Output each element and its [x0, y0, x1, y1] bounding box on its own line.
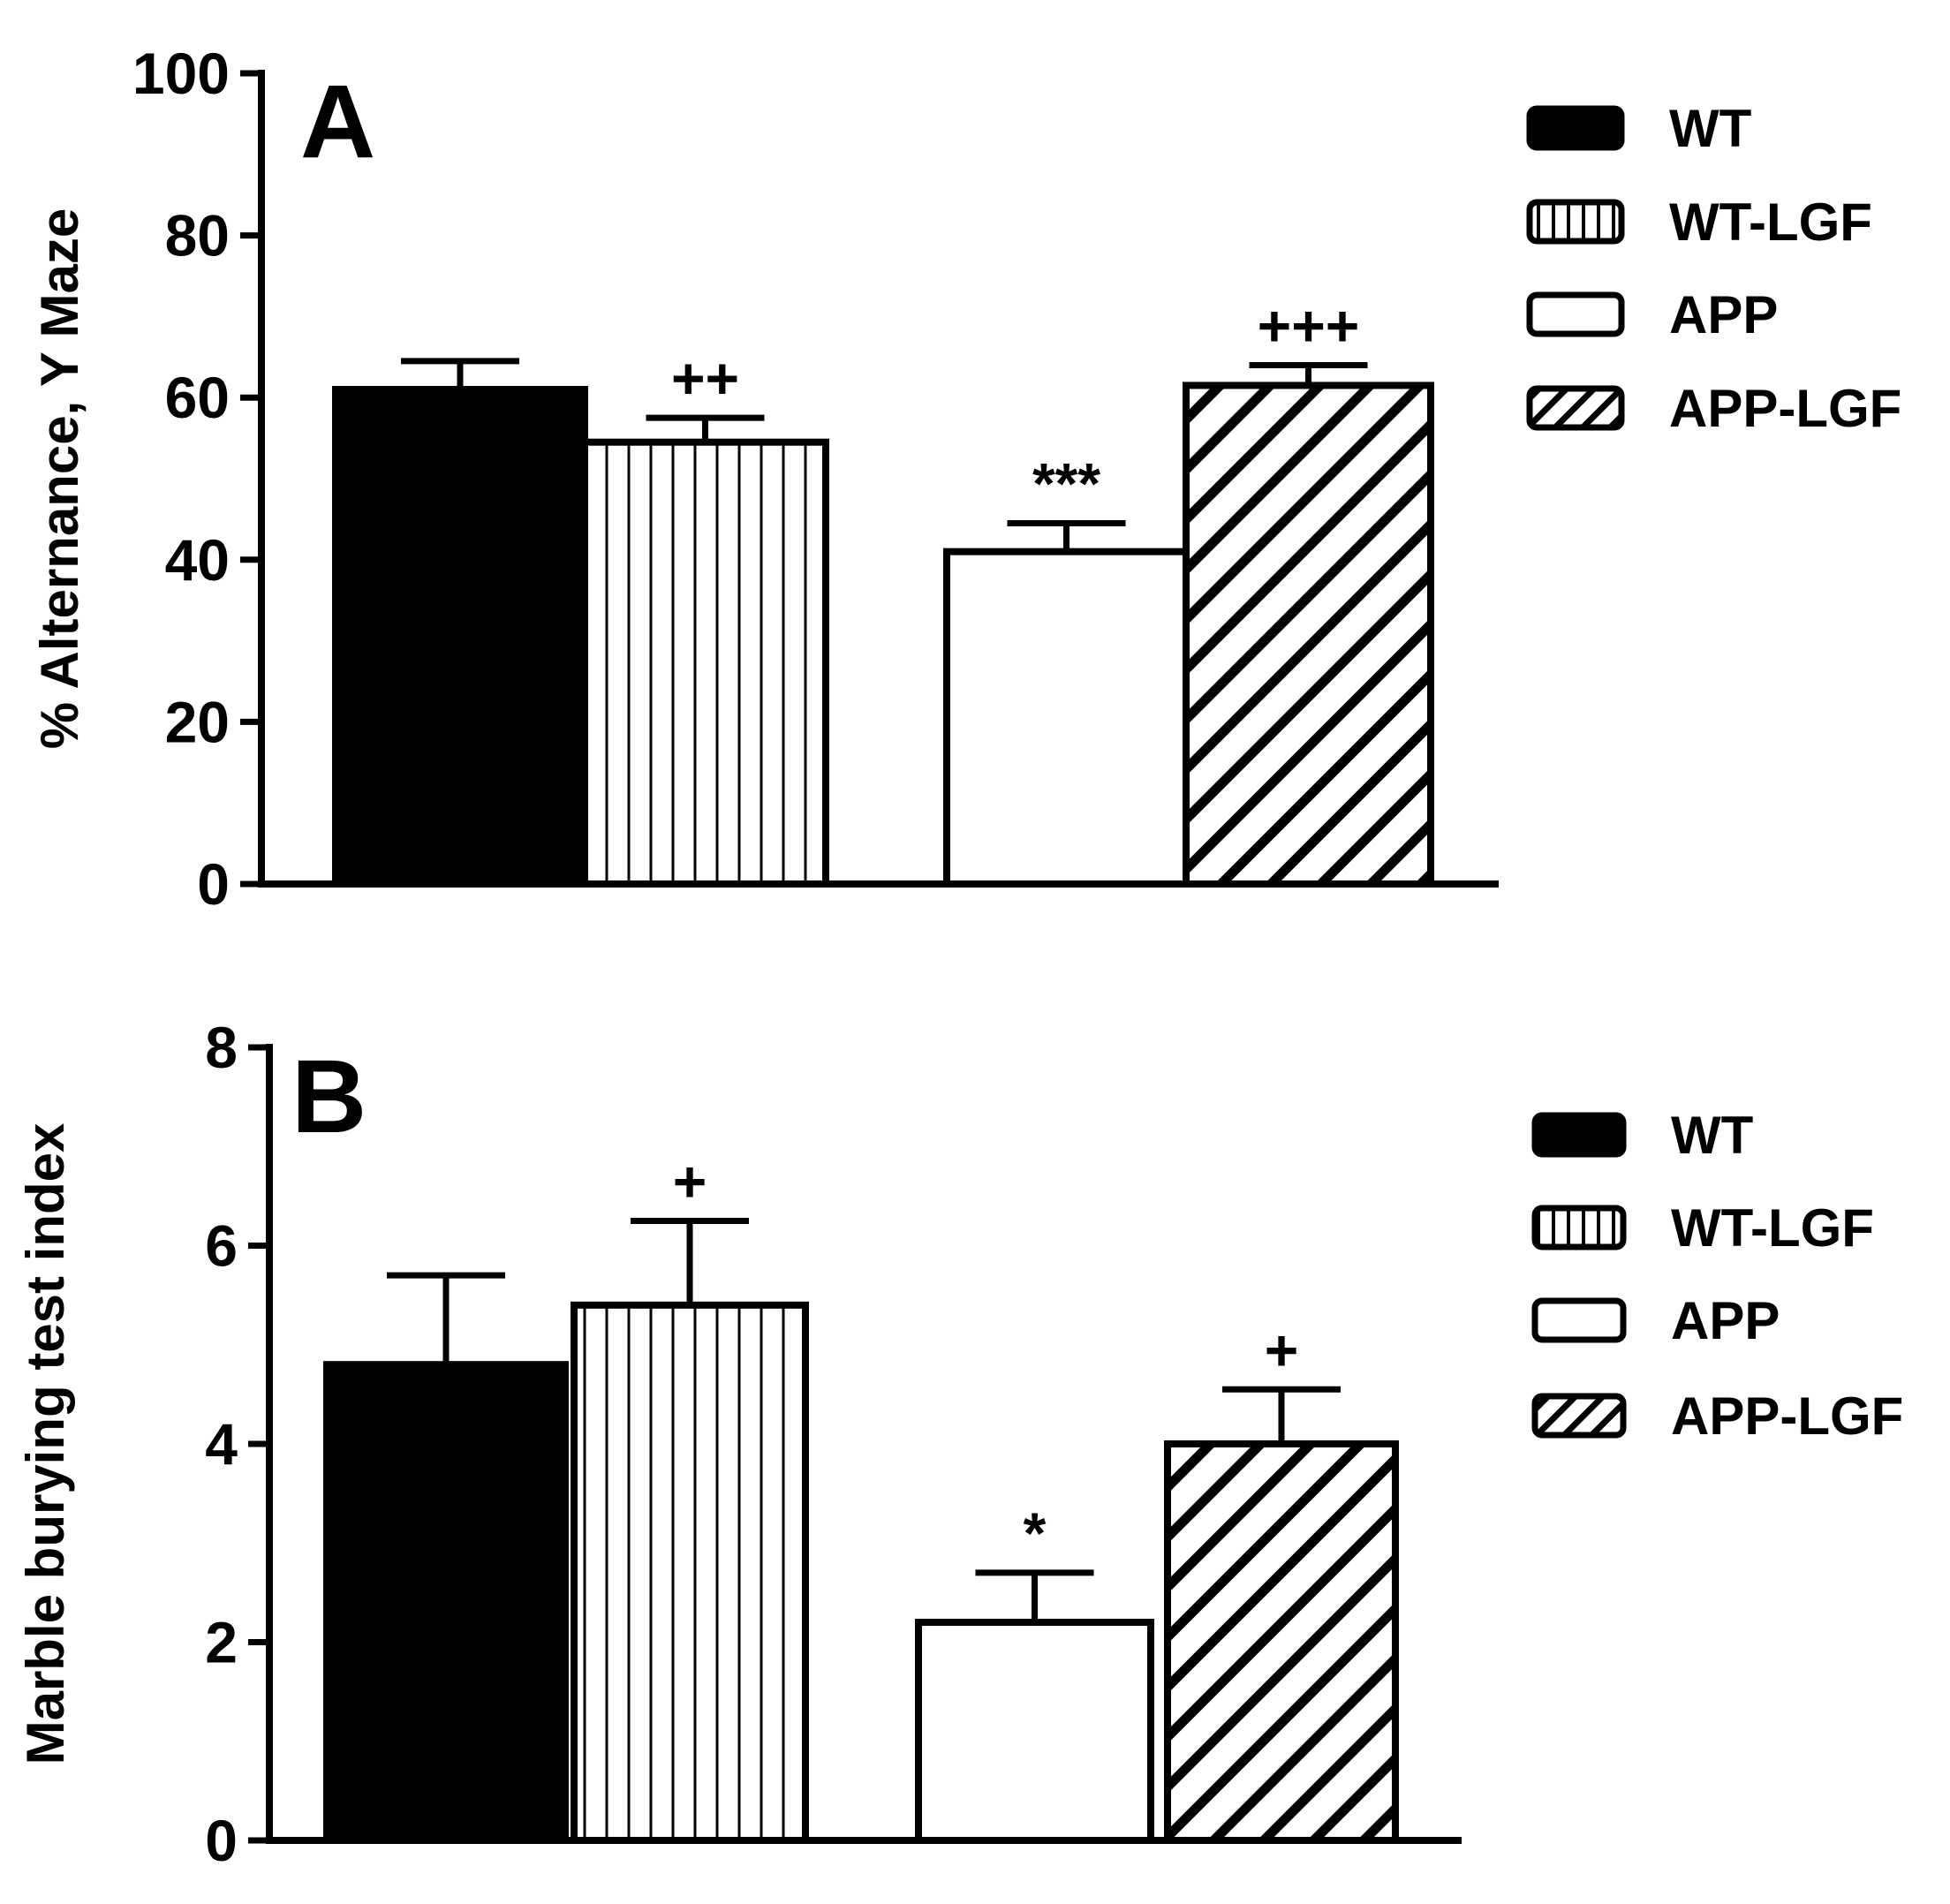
- legend-label: APP: [1671, 1291, 1780, 1350]
- legend-swatch-wt: [1531, 1112, 1627, 1158]
- significance-label: +: [673, 1148, 707, 1213]
- legend-label: WT-LGF: [1669, 193, 1872, 252]
- bar-wt-lgf: [571, 1301, 809, 1844]
- legend: WT WT-LGF APP APP-LGF: [1531, 1106, 1903, 1446]
- legend-swatch-wt-lgf: [1526, 199, 1625, 245]
- legend: WT WT-LGF APP APP-LGF: [1526, 99, 1901, 438]
- y-tick-label: 40: [165, 527, 230, 593]
- legend-swatch-app: [1531, 1297, 1627, 1343]
- y-tick-label: 20: [165, 689, 230, 754]
- legend-swatch-wt: [1526, 105, 1625, 151]
- significance-label: *: [1024, 1500, 1047, 1566]
- legend-swatch-app-lgf: [1531, 1393, 1627, 1439]
- legend-label: APP-LGF: [1669, 379, 1901, 438]
- legend-label: WT-LGF: [1671, 1198, 1874, 1258]
- legend-label: APP-LGF: [1671, 1386, 1903, 1446]
- significance-label: ***: [1032, 450, 1100, 516]
- significance-label: ++: [671, 345, 739, 411]
- legend-label: WT: [1671, 1106, 1753, 1165]
- panel-b: + * +0 2 4 6 8 Marble burying test index B WT WT-L…: [16, 1015, 1903, 1873]
- significance-label: +++: [1258, 292, 1360, 358]
- bar-app-lgf: [1183, 382, 1434, 888]
- y-tick-label: 6: [205, 1213, 238, 1279]
- y-axis-label: % Alternance, Y Maze: [30, 208, 89, 749]
- bar-wt-lgf: [581, 438, 829, 888]
- y-tick-label: 60: [165, 365, 230, 430]
- legend-swatch-app-lgf: [1526, 385, 1625, 431]
- y-tick-label: 0: [205, 1808, 238, 1873]
- y-tick-label: 4: [205, 1411, 238, 1477]
- legend-swatch-wt-lgf: [1531, 1205, 1627, 1250]
- legend-label: APP: [1669, 285, 1778, 344]
- legend-label: WT: [1669, 99, 1751, 158]
- significance-label: +: [1265, 1317, 1299, 1382]
- y-tick-label: 80: [165, 203, 230, 268]
- panel-label: A: [300, 64, 375, 180]
- y-axis-label: Marble burying test index: [16, 1123, 75, 1765]
- y-tick-label: 100: [132, 41, 230, 106]
- bar-wt: [323, 1361, 569, 1844]
- panel-label: B: [291, 1039, 367, 1155]
- bar-app: [943, 548, 1190, 888]
- bar-wt: [332, 386, 588, 888]
- bar-app-lgf: [1164, 1440, 1399, 1844]
- y-tick-label: 2: [205, 1610, 238, 1675]
- y-tick-label: 8: [205, 1015, 238, 1080]
- bar-app: [915, 1619, 1154, 1845]
- y-tick-label: 0: [197, 851, 230, 917]
- legend-swatch-app: [1526, 291, 1625, 337]
- panel-a: ++ *** +++ 0 20 40 60 80 100 % Alternance, Y Maze…: [30, 41, 1901, 917]
